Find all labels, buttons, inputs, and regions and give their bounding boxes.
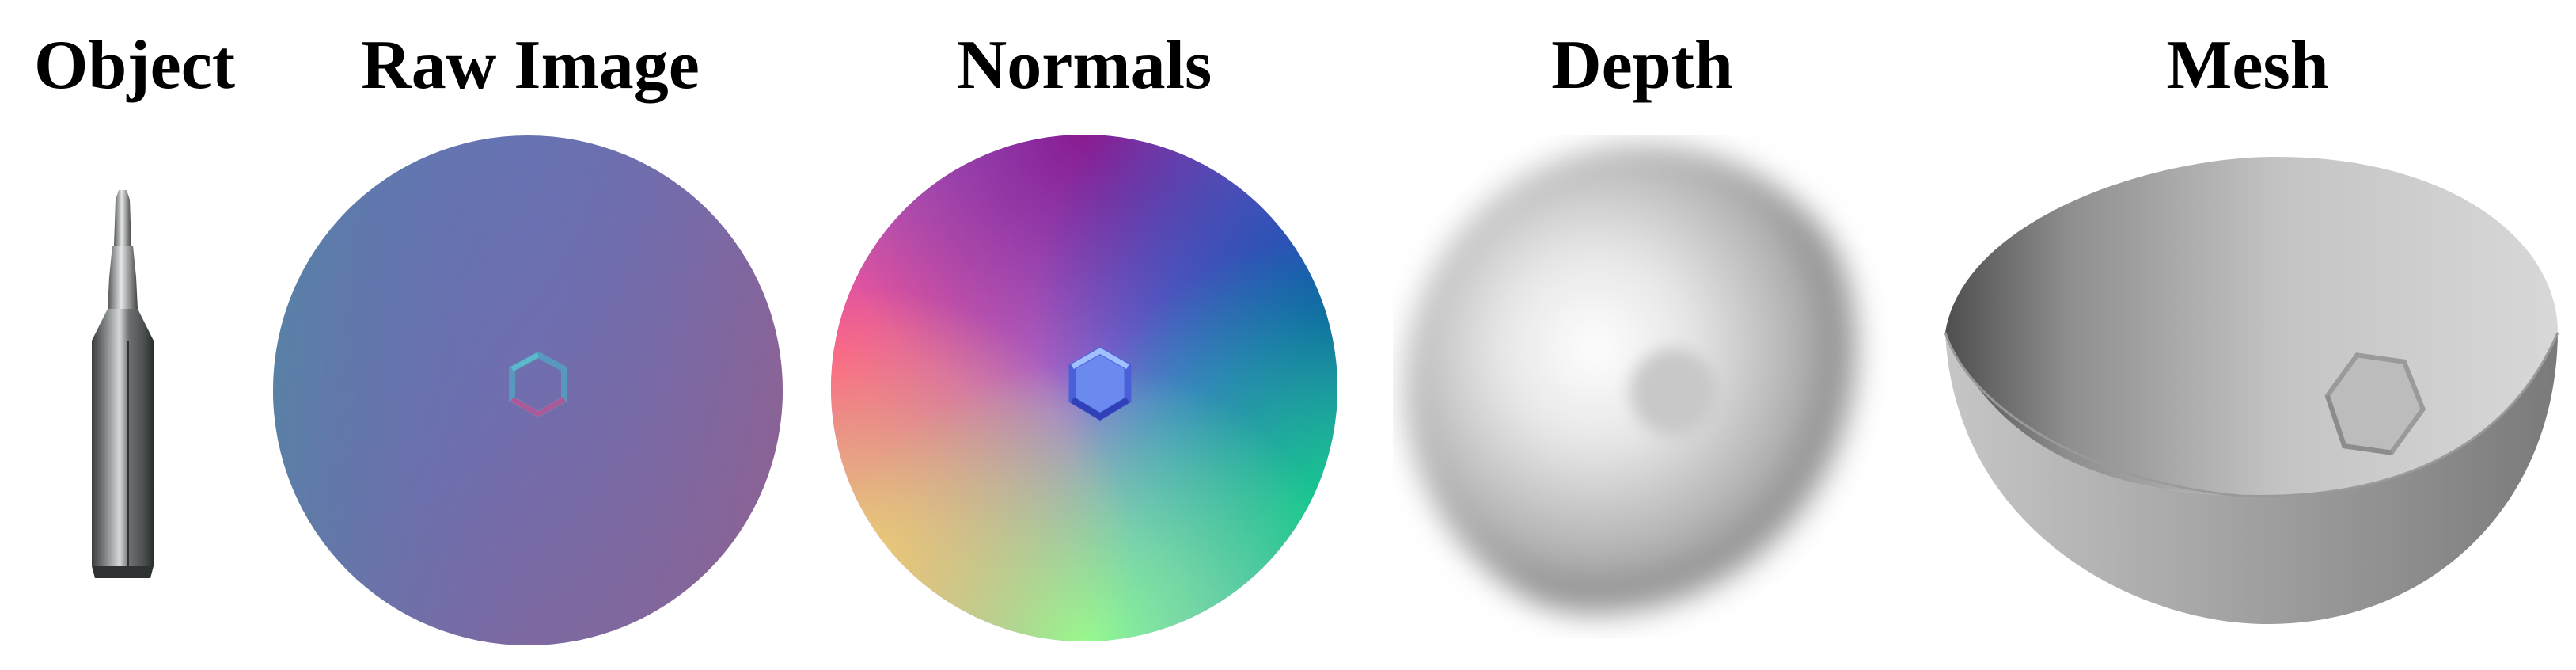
depth-title: Depth <box>1551 27 1733 104</box>
depth-hexagon-blob <box>1630 348 1717 436</box>
raw-image-disc <box>273 133 783 648</box>
depth-disc <box>1393 135 1891 638</box>
normals-title: Normals <box>956 27 1212 104</box>
bit-base <box>92 566 154 578</box>
bit-hex-body <box>92 341 154 566</box>
bit-taper <box>92 309 154 341</box>
mesh-title: Mesh <box>2166 27 2329 104</box>
mesh-bowl <box>1939 150 2564 630</box>
normals-disc <box>831 133 1337 644</box>
bowl-outer-shell <box>1945 333 2558 625</box>
object-title: Object <box>33 27 236 104</box>
bit-tip <box>114 190 131 246</box>
bit-neck <box>108 246 138 309</box>
raw-image-title: Raw Image <box>361 27 700 104</box>
object-image <box>71 190 174 586</box>
